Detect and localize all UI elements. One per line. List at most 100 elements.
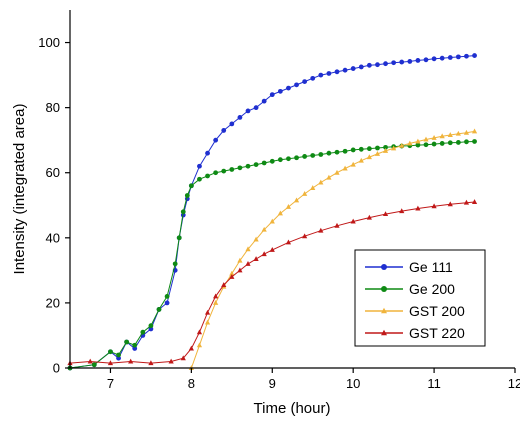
legend-marker	[381, 307, 387, 314]
data-point	[107, 360, 114, 366]
data-point	[455, 140, 461, 145]
data-point	[237, 267, 243, 273]
data-point	[358, 157, 364, 163]
data-point	[164, 294, 170, 299]
data-point	[261, 160, 267, 166]
data-point	[237, 257, 243, 263]
data-point	[229, 167, 235, 172]
data-point	[188, 345, 194, 351]
data-point	[176, 235, 182, 241]
data-point	[431, 56, 437, 62]
data-point	[148, 323, 154, 329]
data-point	[318, 152, 324, 157]
x-tick-label: 12	[508, 376, 520, 391]
data-point	[180, 355, 186, 361]
data-point	[197, 176, 202, 182]
data-point	[277, 157, 283, 163]
legend-label: GST 200	[409, 303, 465, 319]
data-point	[447, 55, 453, 60]
data-point	[140, 329, 146, 335]
y-tick-label: 100	[38, 35, 60, 50]
data-point	[302, 154, 308, 159]
data-point	[399, 142, 405, 148]
data-point	[472, 139, 477, 144]
data-point	[358, 146, 364, 152]
data-point	[350, 161, 356, 167]
data-point	[318, 72, 324, 78]
data-point	[196, 329, 203, 335]
data-point	[128, 358, 134, 364]
y-tick-label: 20	[46, 295, 60, 310]
data-point	[188, 183, 194, 189]
data-point	[334, 69, 340, 75]
data-point	[87, 358, 93, 364]
data-point	[472, 53, 477, 58]
data-point	[302, 191, 308, 196]
data-point	[156, 307, 162, 312]
x-axis-label: Time (hour)	[254, 400, 331, 417]
data-point	[213, 300, 219, 305]
data-point	[221, 128, 227, 133]
data-point	[293, 197, 300, 203]
data-point	[269, 158, 275, 164]
data-point	[213, 137, 219, 143]
data-point	[205, 173, 210, 179]
data-point	[383, 61, 388, 67]
data-point	[164, 300, 170, 306]
data-point	[334, 169, 340, 175]
data-point	[431, 135, 437, 140]
data-point	[447, 201, 453, 207]
x-tick-label: 7	[107, 376, 114, 391]
data-point	[285, 204, 292, 209]
data-point	[342, 67, 348, 73]
data-point	[91, 362, 97, 368]
data-point	[439, 141, 445, 146]
data-point	[375, 145, 380, 151]
data-point	[229, 121, 235, 127]
data-point	[391, 60, 397, 66]
ticks-layer: 7 8 9 10 11 12 0 20 40 60 80 100	[38, 35, 520, 391]
series-ge-200	[67, 139, 477, 371]
legend-marker	[381, 286, 387, 292]
data-point	[204, 319, 211, 325]
data-point	[350, 147, 356, 153]
x-tick-label: 11	[427, 376, 441, 391]
data-point	[205, 150, 210, 156]
data-point	[382, 211, 389, 217]
data-point	[399, 208, 405, 214]
data-point	[366, 154, 372, 160]
legend-marker	[381, 264, 387, 270]
data-point	[399, 59, 405, 65]
data-point	[471, 128, 478, 134]
data-point	[423, 142, 429, 148]
series-gst-220	[67, 199, 478, 366]
data-point	[431, 141, 437, 147]
data-point	[221, 282, 227, 288]
data-point	[124, 339, 130, 345]
data-point	[245, 108, 251, 114]
data-point	[383, 144, 388, 150]
data-point	[423, 136, 429, 142]
data-point	[464, 53, 469, 59]
data-point	[213, 170, 219, 176]
data-point	[415, 58, 421, 63]
data-point	[286, 85, 291, 91]
data-point	[286, 156, 291, 162]
data-point	[423, 57, 429, 63]
data-point	[310, 153, 316, 158]
x-tick-label: 10	[346, 376, 360, 391]
data-point	[204, 309, 211, 315]
data-point	[431, 203, 437, 209]
data-point	[366, 62, 372, 68]
data-point	[318, 179, 324, 185]
data-point	[302, 233, 308, 239]
legend-label: Ge 111	[409, 259, 453, 275]
data-point	[237, 115, 243, 120]
data-point	[463, 129, 470, 135]
x-tick-label: 9	[269, 376, 276, 391]
data-point	[375, 62, 380, 68]
legend: Ge 111 Ge 200 GST 200 GST 220	[354, 249, 486, 347]
data-point	[439, 133, 445, 139]
data-point	[439, 55, 445, 61]
data-point	[229, 274, 235, 279]
